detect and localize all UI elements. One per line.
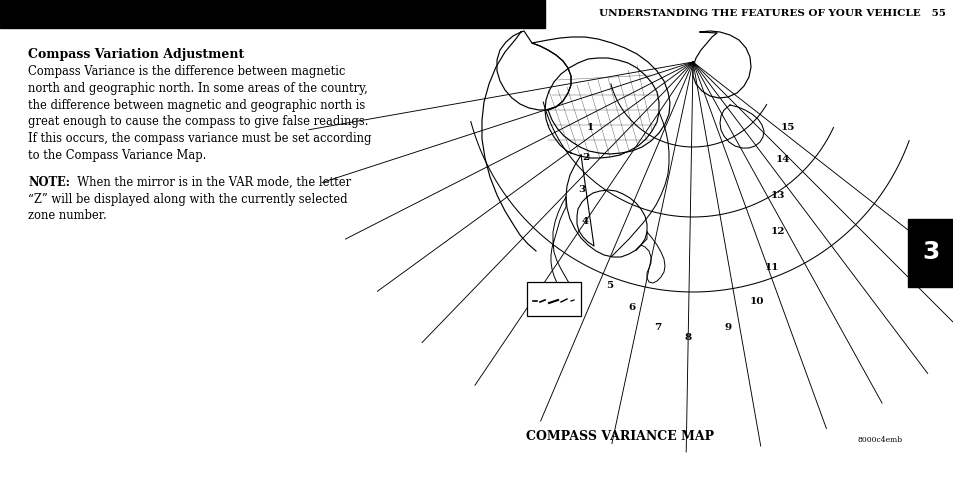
Text: 15: 15	[780, 124, 795, 132]
Text: 7: 7	[654, 324, 661, 332]
Text: 4: 4	[580, 218, 588, 226]
Text: 12: 12	[770, 228, 784, 236]
Text: 3: 3	[922, 240, 939, 264]
Text: to the Compass Variance Map.: to the Compass Variance Map.	[28, 149, 206, 162]
Text: north and geographic north. In some areas of the country,: north and geographic north. In some area…	[28, 82, 367, 95]
Text: COMPASS VARIANCE MAP: COMPASS VARIANCE MAP	[525, 430, 713, 444]
Text: 8000c4emb: 8000c4emb	[857, 436, 902, 444]
Text: Compass Variance is the difference between magnetic: Compass Variance is the difference betwe…	[28, 65, 345, 78]
Bar	[907, 219, 953, 287]
Text: UNDERSTANDING THE FEATURES OF YOUR VEHICLE   55: UNDERSTANDING THE FEATURES OF YOUR VEHIC…	[598, 10, 945, 18]
Text: 13: 13	[770, 190, 784, 200]
Text: 1: 1	[586, 122, 593, 132]
Text: 11: 11	[764, 264, 779, 272]
Text: zone number.: zone number.	[28, 210, 107, 222]
Text: the difference between magnetic and geographic north is: the difference between magnetic and geog…	[28, 98, 365, 112]
Text: 3: 3	[578, 186, 585, 194]
Text: Compass Variation Adjustment: Compass Variation Adjustment	[28, 48, 244, 61]
Text: 10: 10	[749, 298, 763, 306]
Text: 9: 9	[723, 324, 731, 332]
Text: 2: 2	[581, 154, 589, 162]
Text: NOTE:: NOTE:	[28, 176, 70, 189]
Text: 8: 8	[683, 332, 691, 342]
Text: 14: 14	[775, 156, 789, 164]
Text: If this occurs, the compass variance must be set according: If this occurs, the compass variance mus…	[28, 132, 371, 145]
Text: “Z” will be displayed along with the currently selected: “Z” will be displayed along with the cur…	[28, 192, 347, 205]
Text: 5: 5	[606, 280, 613, 289]
Text: When the mirror is in the VAR mode, the letter: When the mirror is in the VAR mode, the …	[70, 176, 351, 189]
Text: 6: 6	[628, 304, 635, 312]
Bar	[0, 0, 544, 28]
FancyBboxPatch shape	[526, 282, 580, 316]
Text: great enough to cause the compass to give false readings.: great enough to cause the compass to giv…	[28, 116, 368, 128]
